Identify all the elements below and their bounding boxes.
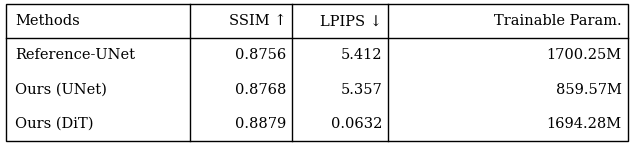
Text: 1700.25M: 1700.25M <box>547 48 622 62</box>
Text: 859.57M: 859.57M <box>556 83 622 97</box>
Text: Ours (UNet): Ours (UNet) <box>15 83 107 97</box>
Text: 1694.28M: 1694.28M <box>547 117 622 131</box>
Text: 0.8879: 0.8879 <box>235 117 286 131</box>
Text: Methods: Methods <box>15 14 80 28</box>
Text: 0.8756: 0.8756 <box>235 48 286 62</box>
Text: Reference-UNet: Reference-UNet <box>15 48 135 62</box>
Text: SSIM ↑: SSIM ↑ <box>229 14 286 28</box>
Text: 0.0632: 0.0632 <box>331 117 382 131</box>
Text: 5.357: 5.357 <box>340 83 382 97</box>
Text: 5.412: 5.412 <box>341 48 382 62</box>
Text: Trainable Param.: Trainable Param. <box>494 14 622 28</box>
Text: 0.8768: 0.8768 <box>235 83 286 97</box>
Text: Ours (DiT): Ours (DiT) <box>15 117 94 131</box>
Text: LPIPS ↓: LPIPS ↓ <box>321 14 382 28</box>
